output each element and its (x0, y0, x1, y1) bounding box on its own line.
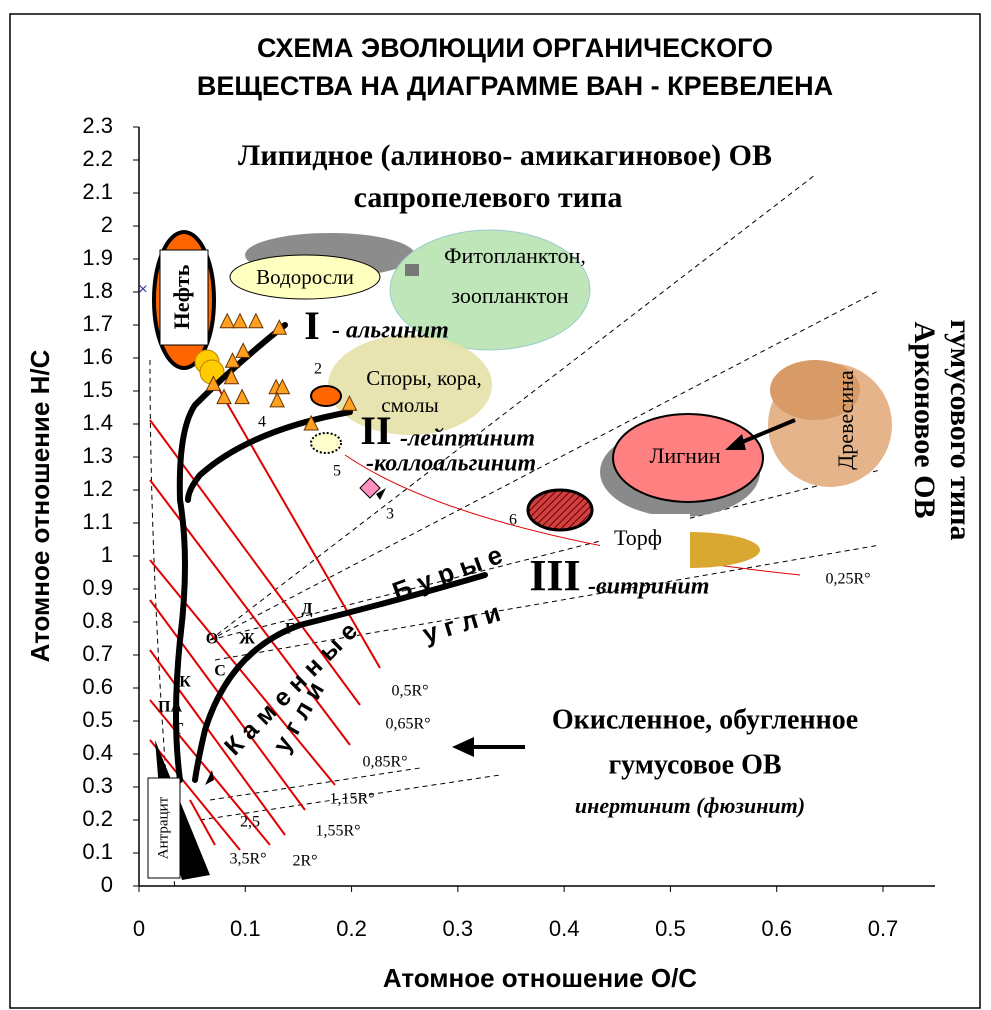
annotation: Споры, кора, (366, 366, 482, 390)
point (233, 314, 247, 328)
annotation: 1,55R° (315, 823, 360, 840)
x-tick-label: 0.1 (230, 916, 261, 941)
y-tick-label: 0.2 (82, 806, 113, 831)
annotation: 4 (258, 414, 266, 431)
x-tick-label: 0.5 (655, 916, 686, 941)
annotation: гумусовое ОВ (608, 749, 781, 780)
y-tick-label: 0.1 (82, 839, 113, 864)
annotation: II (360, 408, 391, 453)
y-tick-label: 0.5 (82, 707, 113, 732)
annotation: Б у р ы е (388, 539, 506, 606)
annotation: Древесина (833, 370, 858, 470)
point (270, 393, 284, 407)
annotation: Торф (614, 525, 662, 550)
annotation: Нефть (169, 264, 194, 329)
y-tick-label: 0.4 (82, 740, 113, 765)
annotation: 3,5R° (229, 851, 266, 868)
y-tick-label: 2 (101, 212, 113, 237)
y-tick-label: 1.1 (82, 509, 113, 534)
annotation: сапропелевого типа (354, 181, 623, 214)
annotation: I (304, 303, 320, 348)
annotation: 2,5 (240, 814, 260, 831)
annotation: инертинит (фюзинит) (575, 793, 805, 818)
chart-title: СХЕМА ЭВОЛЮЦИИ ОРГАНИЧЕСКОГО (257, 33, 773, 63)
y-axis-label: Атомное отношение H/C (25, 349, 55, 662)
x-tick-label: 0.2 (336, 916, 367, 941)
point (235, 390, 249, 404)
point (249, 314, 263, 328)
annotation: Окисленное, обугленное (552, 704, 858, 735)
annotation: 3 (386, 506, 394, 523)
annotation: 5 (333, 463, 341, 480)
annotation: Антрацит (155, 796, 171, 859)
x-tick-label: 0.7 (868, 916, 899, 941)
annotation: - альгинит (332, 318, 449, 344)
annotation: зоопланктон (451, 283, 569, 308)
x-axis-label: Атомное отношение O/C (383, 963, 697, 993)
y-tick-label: 1.8 (82, 278, 113, 303)
y-tick-label: 2.2 (82, 146, 113, 171)
annotation: 2 (314, 361, 322, 378)
annotation: Т (173, 721, 184, 738)
annotation: Липидное (алиново- амикагиновое) ОВ (238, 139, 772, 172)
annotation: у г л и (419, 597, 504, 649)
annotation: -витринит (588, 574, 709, 600)
y-tick-label: 1.4 (82, 410, 113, 435)
y-tick-label: 1.9 (82, 245, 113, 270)
y-tick-label: 0.6 (82, 674, 113, 699)
y-tick-label: 0.3 (82, 773, 113, 798)
annotation: 1,15R° (329, 791, 374, 808)
annotation: гумусового типа (944, 320, 977, 541)
annotation: 0,85R° (362, 754, 407, 771)
annotation: Г (285, 621, 295, 638)
y-tick-label: 0.9 (82, 575, 113, 600)
y-tick-label: 1.5 (82, 377, 113, 402)
annotation: Лигнин (649, 443, 720, 468)
y-tick-label: 1.7 (82, 311, 113, 336)
x-tick-label: 0 (133, 916, 145, 941)
chart-title: ВЕЩЕСТВА НА ДИАГРАММЕ ВАН - КРЕВЕЛЕНА (197, 71, 833, 101)
y-tick-label: 0.8 (82, 608, 113, 633)
point (217, 390, 231, 404)
annotation: III (529, 551, 580, 600)
annotation: 0,25R° (825, 571, 870, 588)
annotation: 0,65R° (385, 716, 430, 733)
annotation: 2R° (292, 853, 317, 870)
annotation: -лейптинит (400, 426, 535, 452)
x-tick-label: 0.4 (549, 916, 580, 941)
annotation: 0,5R° (391, 683, 428, 700)
y-tick-label: 0 (101, 872, 113, 897)
y-tick-label: 1 (101, 542, 113, 567)
x-tick-label: 0.3 (443, 916, 474, 941)
annotation: К (179, 674, 191, 691)
y-tick-label: 0.7 (82, 641, 113, 666)
annotation: Арконовое ОВ (908, 322, 941, 519)
annotation: Ж (239, 631, 255, 648)
annotation: Д (301, 601, 312, 618)
y-tick-label: 2.3 (82, 113, 113, 138)
x-tick-label: 0.6 (761, 916, 792, 941)
annotation: Водоросли (256, 265, 354, 289)
y-tick-label: 2.1 (82, 179, 113, 204)
point (236, 343, 250, 357)
annotation: С (214, 663, 226, 680)
y-tick-label: 1.6 (82, 344, 113, 369)
y-tick-label: 1.3 (82, 443, 113, 468)
annotation: Фитопланктон, (444, 243, 586, 268)
annotation: 6 (509, 512, 517, 529)
y-tick-label: 1.2 (82, 476, 113, 501)
point (220, 314, 234, 328)
annotation: -коллоальгинит (366, 451, 536, 477)
chart: СХЕМА ЭВОЛЮЦИИ ОРГАНИЧЕСКОГО ВЕЩЕСТВА НА… (0, 0, 991, 1010)
annotation: О (206, 631, 218, 648)
annotation: ПА (158, 699, 182, 716)
